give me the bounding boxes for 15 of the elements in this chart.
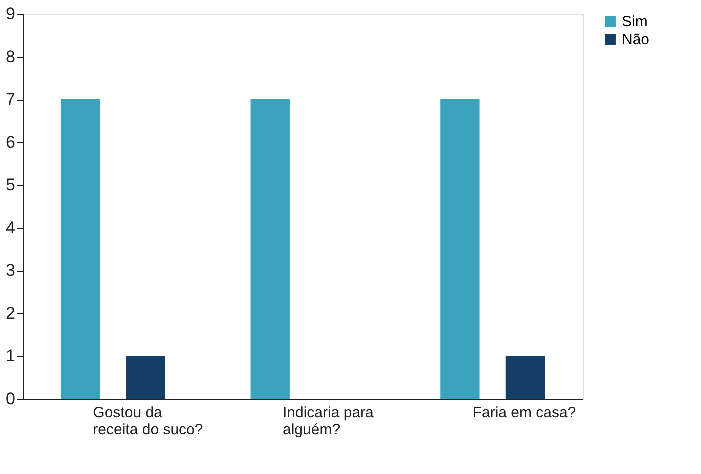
y-tick-label: 8 bbox=[6, 47, 16, 66]
y-tick-label: 6 bbox=[6, 132, 16, 152]
legend-label: Não bbox=[622, 32, 650, 48]
y-tick-label: 7 bbox=[6, 90, 16, 110]
y-tick-label: 3 bbox=[6, 261, 16, 280]
y-tick-label: 2 bbox=[6, 304, 16, 323]
y-tick-label: 0 bbox=[6, 390, 16, 408]
y-tick-label: 4 bbox=[6, 218, 16, 238]
x-tick-label: Faria em casa? bbox=[472, 404, 576, 422]
x-tick-label: Indicaria para alguém? bbox=[283, 404, 375, 438]
x-tick-label: Gostou da receita do suco? bbox=[93, 404, 204, 438]
y-tick-label: 5 bbox=[6, 176, 16, 195]
y-tick-label: 1 bbox=[6, 346, 16, 366]
legend-label: Sim bbox=[622, 14, 648, 30]
y-tick-label: 9 bbox=[6, 4, 16, 24]
